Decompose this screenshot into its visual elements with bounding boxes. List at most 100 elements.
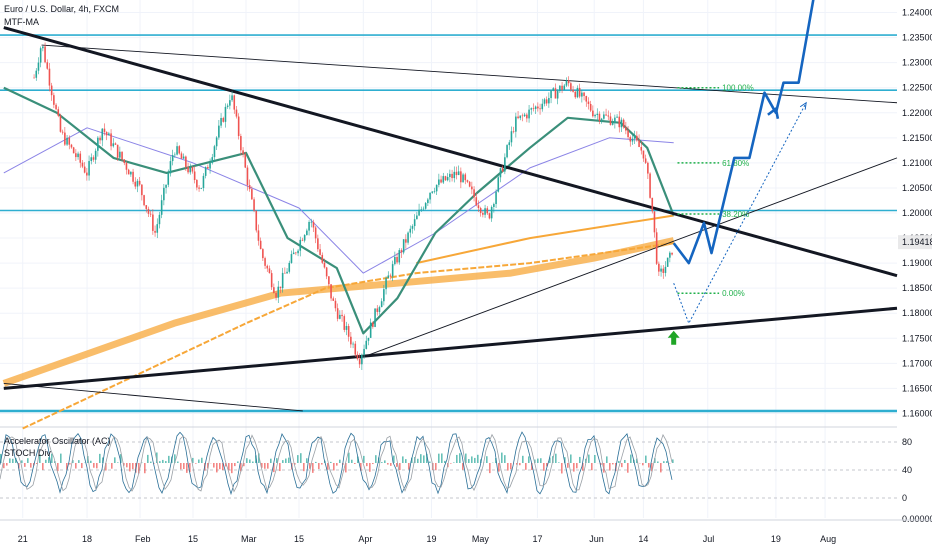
candle-body (592, 110, 594, 117)
osc-bar (282, 460, 284, 463)
candle-body (528, 109, 530, 119)
osc-bar (330, 461, 332, 463)
candle-body (242, 150, 244, 155)
osc-bar (42, 463, 44, 470)
price-tick-label: 1.17500 (902, 333, 932, 343)
price-tick-label: 1.23500 (902, 33, 932, 43)
fib-levels[interactable]: 100.00% 61.80% 38.20% 0.00% (677, 84, 754, 298)
osc-bar (519, 463, 521, 466)
candle-body (488, 213, 491, 219)
candle-body (664, 266, 667, 273)
candle-body (572, 89, 574, 92)
candle-body (255, 210, 258, 231)
osc-bar (540, 458, 542, 463)
osc-bar (138, 463, 140, 474)
osc-bar (237, 461, 239, 463)
candle-body (534, 106, 537, 109)
osc-bar (264, 463, 266, 469)
candle-body (130, 171, 132, 175)
candle-body (669, 252, 671, 258)
candle-body (149, 213, 152, 215)
candle-body (310, 221, 313, 223)
candle-body (598, 113, 601, 121)
candle-body (284, 272, 286, 274)
candle-body (119, 151, 121, 158)
candle-body (42, 46, 44, 49)
osc-bar (534, 459, 536, 463)
osc-bar (495, 458, 497, 463)
candle-body (556, 91, 559, 99)
osc-bar (309, 463, 311, 469)
candle-body (110, 133, 112, 147)
osc-bar (66, 463, 68, 470)
candle-body (649, 173, 651, 198)
candle-body (510, 131, 513, 143)
osc-tick-label: 40 (902, 465, 912, 475)
osc-bar (318, 463, 320, 470)
candle-body (169, 161, 172, 174)
osc-bar (168, 455, 170, 463)
candle-body (262, 249, 264, 259)
trendlines[interactable] (3, 26, 898, 412)
candle-body (270, 273, 273, 288)
osc-bar (621, 463, 623, 468)
osc-bar (594, 454, 596, 463)
candle-body (631, 138, 634, 142)
osc-bar (498, 463, 500, 472)
projection[interactable] (672, 0, 815, 325)
osc-bar (354, 463, 356, 464)
price-tick-label: 1.16000 (902, 408, 932, 418)
horizontal-levels[interactable] (0, 34, 897, 413)
time-tick-label: 15 (188, 534, 198, 544)
candle-body (640, 146, 643, 151)
candle-body (427, 199, 429, 204)
osc-bar (417, 458, 419, 463)
candle-body (193, 171, 196, 181)
candle-body (200, 187, 203, 189)
osc-bar (303, 463, 305, 472)
candle-body (77, 153, 79, 158)
osc-extra-tick: 0.00000 (902, 514, 932, 524)
candle-body (457, 171, 460, 176)
osc-bar (87, 456, 89, 463)
candle-body (330, 284, 332, 299)
candle-body (490, 206, 493, 219)
candle-body (600, 118, 603, 121)
candle-body (99, 137, 101, 141)
price-tick-label: 1.19000 (902, 258, 932, 268)
oscillator-subtitle: STOCH Div (4, 448, 51, 458)
osc-bar (387, 463, 389, 465)
osc-bar (411, 457, 413, 463)
candle-body (477, 205, 480, 209)
candle-body (493, 204, 495, 207)
candle-body (666, 257, 669, 267)
candle-body (134, 181, 137, 187)
candle-body (405, 239, 407, 243)
candle-body (277, 286, 280, 298)
osc-bar (612, 463, 614, 465)
projection-path (672, 0, 815, 265)
candle-body (156, 224, 159, 233)
osc-bar (177, 461, 179, 463)
candle-body (644, 158, 647, 163)
candle-body (347, 326, 350, 337)
candle-body (343, 316, 346, 330)
candle-body (288, 262, 291, 272)
candle-body (365, 340, 368, 349)
osc-bar (12, 458, 14, 463)
osc-bar (123, 463, 125, 466)
candle-body (303, 235, 306, 241)
price-tick-label: 1.24000 (902, 8, 932, 18)
candle-body (147, 208, 150, 214)
osc-line-k (0, 431, 673, 496)
price-axis: 1.24000 1.23500 1.23000 1.22500 1.22000 1.215… (898, 8, 932, 524)
osc-bar (369, 463, 371, 472)
candle-body (209, 162, 211, 169)
candle-body (136, 180, 139, 187)
osc-bar (528, 456, 530, 463)
candle-body (145, 205, 148, 209)
candle-body (429, 192, 431, 200)
osc-bar (357, 456, 359, 463)
candle-body (165, 184, 167, 188)
osc-bar (648, 463, 650, 468)
